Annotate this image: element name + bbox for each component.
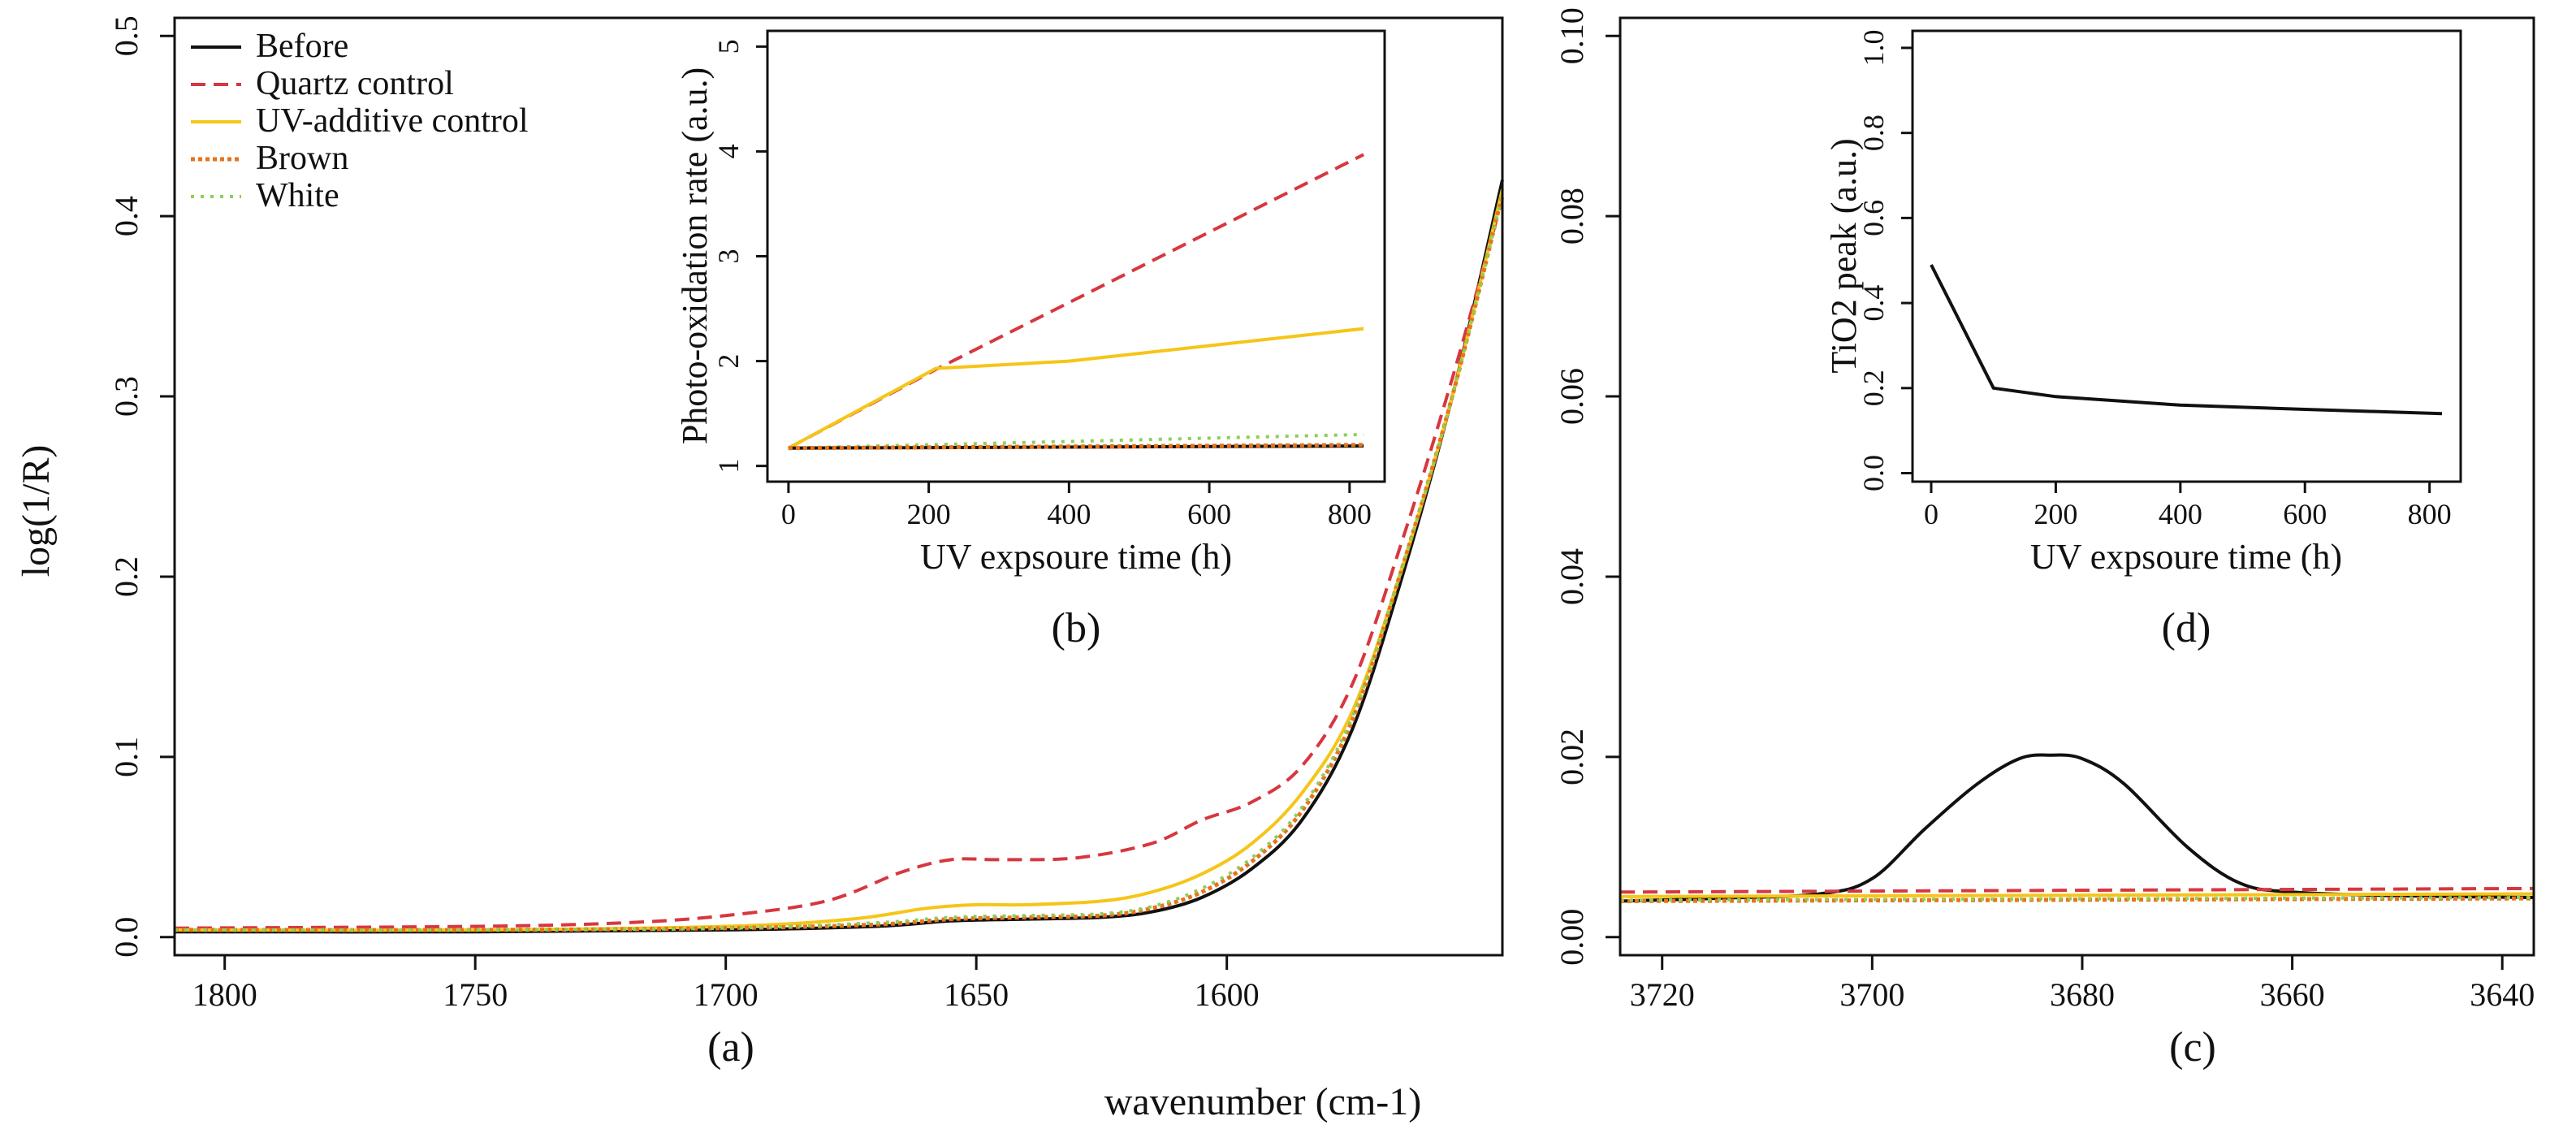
panel-a-ytick-label: 0.2 (108, 556, 145, 597)
panel-b-ytick-label: 3 (712, 249, 745, 264)
panel-c-series (1619, 753, 2535, 903)
panel-c-series-white (1619, 896, 2535, 902)
panel-d-ytick-label: 0.2 (1857, 370, 1890, 406)
panel-d-axes: 0 200 400 600 800 0.0 0.2 0.4 0.6 0.8 1.0 (1857, 29, 2452, 530)
panel-d-xtick-label: 600 (2283, 498, 2327, 530)
panel-a-xtick-label: 1750 (443, 976, 508, 1013)
panel-c-xtick-label: 3700 (1839, 976, 1904, 1013)
panel-a-series-brown (174, 193, 1505, 932)
panel-c-label: (c) (2169, 1024, 2216, 1071)
panel-d-background (1913, 31, 2461, 482)
panel-c-xtick-label: 3680 (2050, 976, 2115, 1013)
panel-a-xtick-label: 1800 (192, 976, 257, 1013)
panel-b-xlabel: UV expsoure time (h) (920, 537, 1232, 577)
panel-c-xtick-label: 3660 (2260, 976, 2325, 1013)
legend-label-white: White (256, 177, 339, 214)
legend-label-uv_additive: UV-additive control (256, 102, 529, 140)
panel-d-ylabel: TiO2 peak (a.u.) (1824, 138, 1864, 373)
panel-a-label: (a) (707, 1024, 754, 1071)
panel-c-ytick-label: 0.00 (1554, 909, 1590, 966)
panel-d-ytick-label: 0.0 (1857, 455, 1890, 491)
panel-d-frame (1911, 29, 2462, 483)
panel-c-frame (1619, 16, 2535, 957)
panel-b-ytick-label: 5 (712, 39, 745, 54)
legend-label-before: Before (256, 28, 348, 65)
panel-c-xtick-label: 3720 (1630, 976, 1695, 1013)
panel-a-xtick-label: 1600 (1195, 976, 1260, 1013)
panel-a-xtick-label: 1650 (944, 976, 1009, 1013)
panel-c-ytick-label: 0.02 (1554, 729, 1590, 785)
panel-c-xtick-label: 3640 (2470, 976, 2535, 1013)
panel-c-series-before (1619, 753, 2535, 903)
panel-d-ytick-label: 0.4 (1857, 285, 1890, 322)
panel-c-series-uv_additive (1619, 892, 2535, 898)
panel-c-ytick-label: 0.06 (1554, 368, 1590, 425)
shared-xlabel: wavenumber (cm-1) (1104, 1080, 1422, 1123)
panel-b-xtick-label: 400 (1047, 498, 1091, 530)
panel-b-ylabel: Photo-oxidation rate (a.u.) (675, 67, 715, 444)
panel-c-series-quartz (1619, 886, 2535, 894)
panel-a-series-white (174, 194, 1504, 932)
panel-b-xtick-label: 800 (1328, 498, 1372, 530)
panel-b-series (787, 153, 1364, 451)
panel-c-ytick-label: 0.08 (1554, 188, 1590, 244)
panel-a-ytick-label: 0.5 (108, 15, 145, 56)
panel-a-ytick-label: 0.1 (108, 737, 145, 777)
panel-b-xtick-label: 600 (1187, 498, 1231, 530)
panel-a-ytick-label: 0.4 (108, 196, 145, 236)
panel-a-series-quartz (174, 197, 1504, 930)
panel-b-ytick-label: 2 (712, 354, 745, 369)
legend-label-quartz: Quartz control (256, 65, 454, 102)
panel-b-series-brown (788, 443, 1364, 451)
panel-d-ytick-label: 0.6 (1857, 200, 1890, 236)
panel-b-xtick-label: 0 (781, 498, 796, 530)
panel-d-series-before (1930, 264, 2443, 416)
panel-d: 0 200 400 600 800 0.0 0.2 0.4 0.6 0.8 1.0 UV expso… (1824, 29, 2462, 651)
panel-a-ylabel: log(1/R) (15, 445, 58, 577)
panel-d-xtick-label: 0 (1924, 498, 1938, 530)
panel-b-series-uv_additive (787, 327, 1364, 450)
panel-b-ytick-label: 4 (712, 144, 745, 158)
panel-d-ytick-label: 1.0 (1857, 29, 1890, 66)
panel-d-series (1930, 264, 2443, 416)
panel-b-ytick-label: 1 (712, 459, 745, 474)
panel-a-frame (173, 16, 1504, 957)
legend-label-brown: Brown (256, 140, 348, 177)
panel-c: 3720 3700 3680 3660 36400.000.020.040.060.08… (1554, 7, 2535, 1071)
panel-b-series-white (788, 432, 1364, 450)
panel-d-ytick-label: 0.8 (1857, 115, 1890, 151)
panel-d-xtick-label: 800 (2408, 498, 2452, 530)
panel-a-ytick-label: 0.3 (108, 376, 145, 417)
panel-d-xtick-label: 200 (2034, 498, 2077, 530)
panel-b-label: (b) (1052, 605, 1101, 651)
panel-d-xlabel: UV expsoure time (h) (2030, 537, 2342, 577)
panel-b-axes: 0 200 400 600 800 1 2 3 4 5 (712, 39, 1372, 530)
panel-c-ytick-label: 0.04 (1554, 548, 1590, 605)
panel-c-axes: 3720 3700 3680 3660 36400.000.020.040.060.08… (1554, 7, 2535, 1013)
panel-d-label: (d) (2162, 605, 2211, 651)
panel-a-xtick-label: 1700 (694, 976, 759, 1013)
panel-a-series (174, 180, 1505, 934)
panel-c-ytick-label: 0.10 (1554, 7, 1590, 64)
panel-b-xtick-label: 200 (907, 498, 951, 530)
panel-a-ytick-label: 0.0 (108, 917, 145, 958)
panel-b-background (767, 31, 1385, 482)
panel-d-xtick-label: 400 (2159, 498, 2202, 530)
